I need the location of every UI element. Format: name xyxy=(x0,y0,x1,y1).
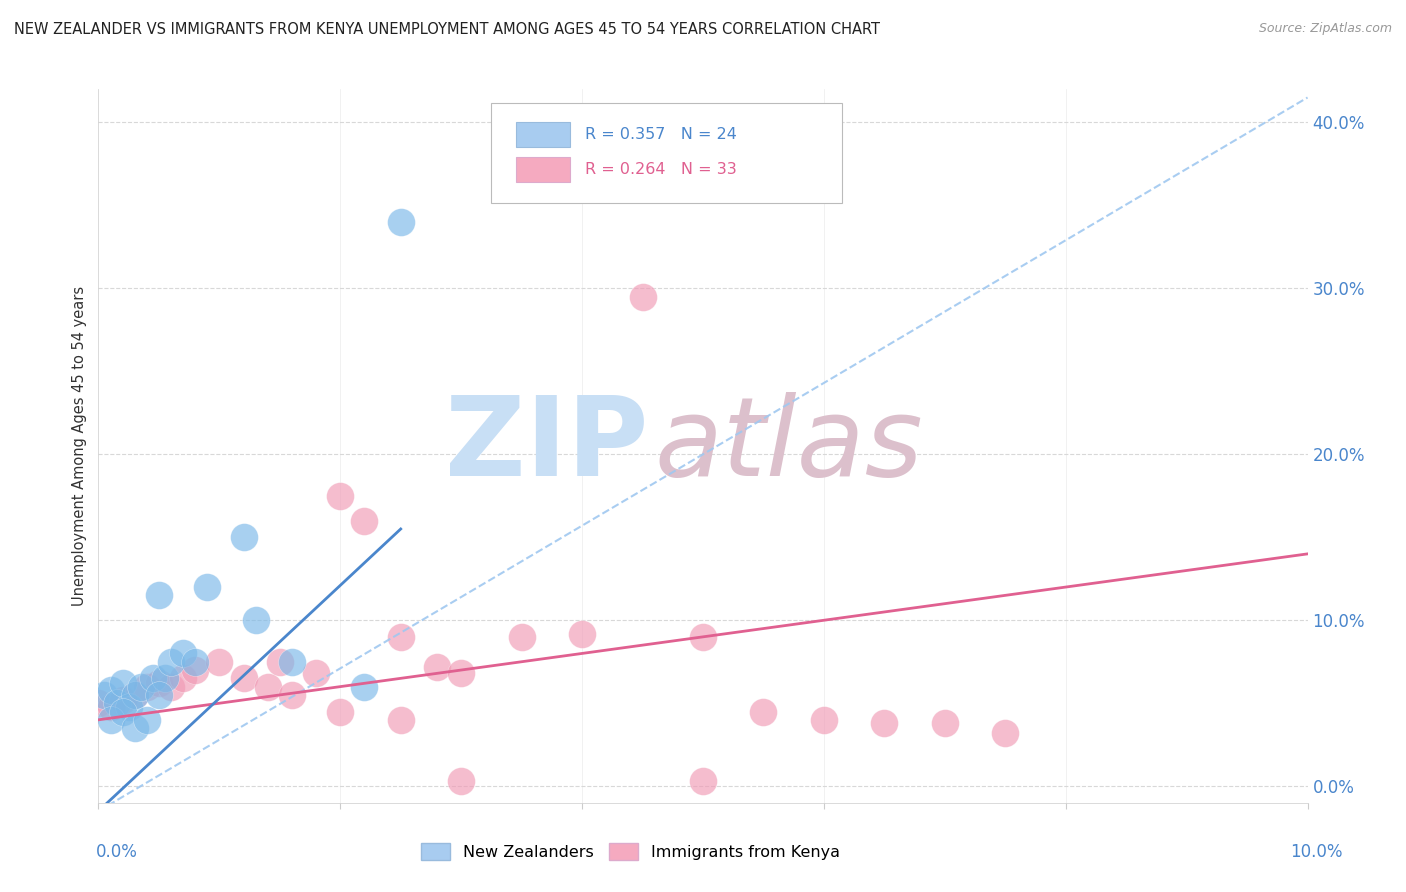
Point xyxy=(111,705,134,719)
Point xyxy=(245,613,267,627)
Text: 0.0%: 0.0% xyxy=(96,843,138,861)
Point xyxy=(353,514,375,528)
Point xyxy=(934,716,956,731)
Point xyxy=(100,713,122,727)
Point xyxy=(329,489,352,503)
Legend: New Zealanders, Immigrants from Kenya: New Zealanders, Immigrants from Kenya xyxy=(415,837,846,866)
Point xyxy=(281,655,304,669)
Bar xyxy=(516,121,569,146)
Point xyxy=(813,713,835,727)
Point xyxy=(353,680,375,694)
Point xyxy=(111,676,134,690)
Point xyxy=(389,215,412,229)
Point xyxy=(232,671,254,685)
Point xyxy=(172,671,194,685)
Point xyxy=(232,530,254,544)
Point xyxy=(510,630,533,644)
Point xyxy=(184,663,207,677)
Point xyxy=(118,699,141,714)
Point xyxy=(256,680,278,694)
Y-axis label: Unemployment Among Ages 45 to 54 years: Unemployment Among Ages 45 to 54 years xyxy=(72,286,87,606)
Point xyxy=(124,688,146,702)
Point xyxy=(105,696,128,710)
Point xyxy=(148,588,170,602)
Point xyxy=(994,726,1017,740)
Point xyxy=(692,774,714,789)
Point xyxy=(160,680,183,694)
Point xyxy=(148,676,170,690)
Point xyxy=(111,693,134,707)
Point xyxy=(269,655,291,669)
Point xyxy=(142,671,165,685)
Point xyxy=(692,630,714,644)
Bar xyxy=(516,157,569,182)
Point xyxy=(153,671,176,685)
Point xyxy=(172,647,194,661)
Point xyxy=(93,688,115,702)
Point xyxy=(195,580,218,594)
Point xyxy=(450,774,472,789)
Point xyxy=(87,696,110,710)
Point xyxy=(100,682,122,697)
FancyBboxPatch shape xyxy=(492,103,842,203)
Text: R = 0.357   N = 24: R = 0.357 N = 24 xyxy=(585,127,737,142)
Point xyxy=(184,655,207,669)
Point xyxy=(281,688,304,702)
Point xyxy=(426,659,449,673)
Point xyxy=(208,655,231,669)
Text: NEW ZEALANDER VS IMMIGRANTS FROM KENYA UNEMPLOYMENT AMONG AGES 45 TO 54 YEARS CO: NEW ZEALANDER VS IMMIGRANTS FROM KENYA U… xyxy=(14,22,880,37)
Point xyxy=(148,688,170,702)
Point xyxy=(571,626,593,640)
Point xyxy=(135,713,157,727)
Text: ZIP: ZIP xyxy=(446,392,648,500)
Point xyxy=(160,655,183,669)
Point xyxy=(129,680,152,694)
Point xyxy=(124,721,146,735)
Point xyxy=(389,630,412,644)
Text: Source: ZipAtlas.com: Source: ZipAtlas.com xyxy=(1258,22,1392,36)
Text: R = 0.264   N = 33: R = 0.264 N = 33 xyxy=(585,162,737,178)
Point xyxy=(135,680,157,694)
Point xyxy=(124,688,146,702)
Point xyxy=(631,290,654,304)
Text: atlas: atlas xyxy=(655,392,924,500)
Point xyxy=(305,666,328,681)
Point xyxy=(100,699,122,714)
Point xyxy=(389,713,412,727)
Point xyxy=(329,705,352,719)
Text: 10.0%: 10.0% xyxy=(1291,843,1343,861)
Point xyxy=(450,666,472,681)
Point xyxy=(873,716,896,731)
Point xyxy=(752,705,775,719)
